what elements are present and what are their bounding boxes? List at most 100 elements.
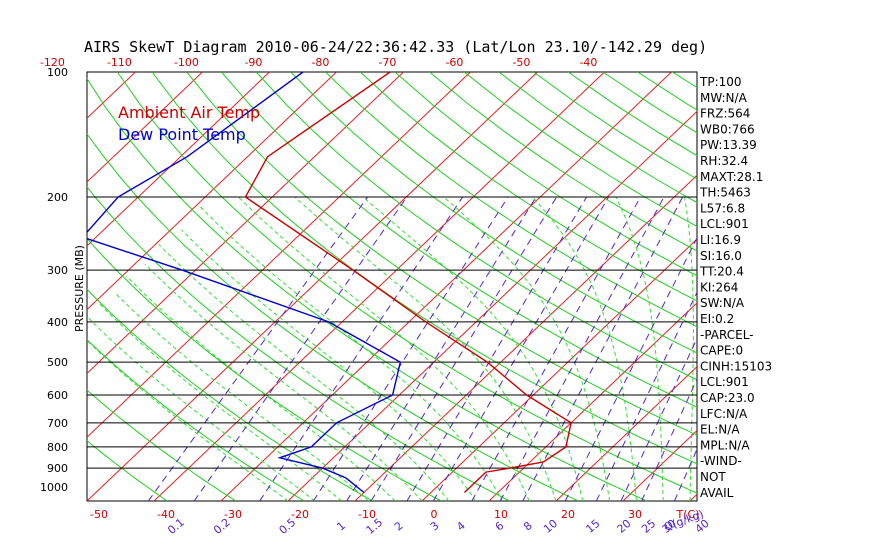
dry-adiabat-line — [87, 77, 647, 501]
pressure-tick-label: 900 — [47, 462, 68, 475]
plot-area — [0, 71, 870, 502]
dry-adiabat-line — [776, 72, 870, 501]
index-label: -WIND- — [700, 454, 742, 468]
pressure-tick-label: 100 — [47, 66, 68, 79]
bottom-temp-tick-label: -10 — [358, 508, 376, 521]
pressure-tick-label: 200 — [47, 191, 68, 204]
pressure-tick-label: 600 — [47, 389, 68, 402]
moist-adiabat-line — [237, 196, 530, 501]
index-label: PW:13.39 — [700, 138, 757, 152]
top-temp-tick-label: -40 — [579, 56, 597, 69]
moist-adiabat-line — [181, 229, 477, 501]
mixing-ratio-label: 2 — [392, 519, 406, 533]
isotherm-line — [87, 72, 538, 501]
mixing-ratio-label: 6 — [493, 519, 507, 533]
pressure-tick-label: 800 — [47, 441, 68, 454]
isotherm-line — [153, 72, 605, 501]
pressure-tick-label: 300 — [47, 264, 68, 277]
mixing-ratio-line — [147, 196, 369, 501]
pressure-tick-label: 500 — [47, 356, 68, 369]
dew-point-line — [87, 72, 402, 494]
isotherm-line — [87, 72, 136, 119]
mixing-ratio-line — [471, 196, 641, 501]
isotherm-line — [87, 72, 471, 438]
index-label: AVAIL — [700, 486, 734, 500]
legend-dew-point: Dew Point Temp — [118, 125, 246, 144]
dry-adiabat-line — [811, 72, 870, 501]
index-label: SI:16.0 — [700, 249, 742, 263]
index-label: CAPE:0 — [700, 344, 743, 358]
top-temp-tick-label: -120 — [40, 56, 65, 69]
y-axis-label: PRESSURE (MB) — [73, 245, 86, 332]
dry-adiabat-line — [290, 72, 697, 354]
index-label: WB0:766 — [700, 122, 755, 136]
dry-adiabat-line — [394, 72, 697, 277]
index-label: RH:32.4 — [700, 154, 748, 168]
index-label: LFC:N/A — [700, 407, 748, 421]
index-label: CAP:23.0 — [700, 391, 755, 405]
index-label: L57:6.8 — [700, 201, 745, 215]
index-label: FRZ:564 — [700, 107, 750, 121]
moist-adiabat-line — [532, 196, 637, 501]
dry-adiabat-line — [429, 72, 697, 252]
index-label: EI:0.2 — [700, 312, 734, 326]
dry-adiabat-line — [498, 72, 697, 204]
mixing-ratio-label: 15 — [583, 517, 602, 536]
moist-adiabat-line — [615, 196, 664, 501]
moist-adiabat-line — [158, 243, 450, 501]
isotherm-line — [287, 110, 697, 501]
isotherm-line — [87, 72, 270, 247]
moist-adiabat-line — [144, 263, 423, 501]
pressure-tick-label: 400 — [47, 316, 68, 329]
top-temp-tick-label: -110 — [107, 56, 132, 69]
isotherm-line — [87, 72, 203, 183]
index-label: NOT — [700, 470, 726, 484]
dry-adiabat-line — [742, 72, 870, 501]
legend-ambient-temp: Ambient Air Temp — [118, 103, 260, 122]
moist-adiabat-line — [684, 196, 694, 501]
index-label: CINH:15103 — [700, 359, 772, 373]
bottom-temp-tick-label: 10 — [494, 508, 508, 521]
bottom-temp-unit: T(C) — [676, 508, 700, 521]
mixing-ratio-label: 10 — [541, 517, 560, 536]
dry-adiabat-line — [87, 288, 373, 501]
isotherm-line — [0, 72, 1, 501]
pressure-tick-label: 1000 — [40, 481, 68, 494]
mixing-ratio-line — [432, 196, 609, 501]
dry-adiabat-line — [87, 339, 305, 501]
dry-adiabat-line — [87, 440, 168, 501]
isotherm-line — [421, 238, 697, 501]
mixing-ratio-label: 8 — [521, 519, 535, 533]
dry-adiabat-line — [846, 72, 870, 501]
bottom-temp-tick-label: -30 — [224, 508, 242, 521]
dry-adiabat-line — [87, 237, 442, 501]
isotherm-line — [555, 366, 697, 501]
top-temp-tick-label: -70 — [378, 56, 396, 69]
moist-adiabat-line — [98, 302, 342, 501]
isotherm-line — [0, 72, 68, 501]
isotherm-line — [87, 72, 337, 311]
index-label: LCL:901 — [700, 217, 749, 231]
moist-adiabat-line — [199, 205, 503, 501]
dry-adiabat-line — [87, 389, 236, 501]
mixing-ratio-line — [595, 291, 697, 501]
isotherm-line — [488, 302, 697, 501]
moist-adiabat-line — [362, 196, 584, 501]
pressure-tick-label: 700 — [47, 417, 68, 430]
mixing-ratio-label: 1 — [334, 519, 348, 533]
plot-frame — [86, 71, 698, 502]
bottom-temp-tick-label: 20 — [561, 508, 575, 521]
top-temp-tick-label: -50 — [512, 56, 530, 69]
index-label: TH:5463 — [699, 186, 751, 200]
dry-adiabat-line — [87, 133, 579, 501]
chart-title: AIRS SkewT Diagram 2010-06-24/22:36:42.3… — [84, 38, 707, 56]
index-label: EL:N/A — [700, 423, 740, 437]
isotherm-line — [87, 72, 404, 375]
moist-adiabat-line — [443, 196, 611, 501]
moist-adiabat-line — [114, 292, 369, 501]
bottom-temp-tick-label: 0 — [431, 508, 438, 521]
bottom-temp-tick-label: 30 — [628, 508, 642, 521]
mixing-ratio-label: 4 — [454, 519, 468, 533]
dry-adiabat-line — [186, 72, 697, 436]
top-temp-tick-label: -60 — [445, 56, 463, 69]
